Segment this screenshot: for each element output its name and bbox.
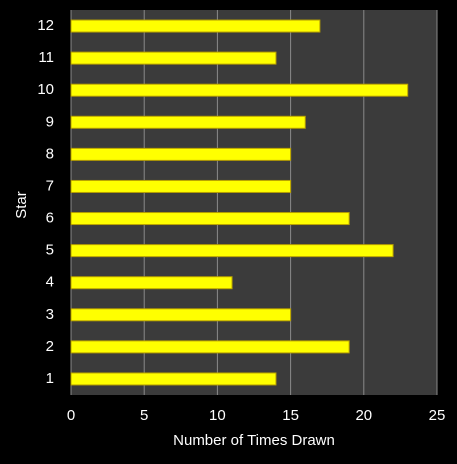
bar <box>70 83 409 97</box>
bar <box>70 147 292 161</box>
y-tick-label: 11 <box>38 49 54 66</box>
y-tick-label: 2 <box>46 338 54 355</box>
bar <box>70 308 292 322</box>
bar <box>70 212 350 226</box>
y-tick-label: 6 <box>46 210 54 227</box>
y-tick-label: 10 <box>37 81 54 98</box>
bar <box>70 51 277 65</box>
x-axis-title: Number of Times Drawn <box>173 432 335 449</box>
bar <box>70 179 292 193</box>
y-tick-label: 5 <box>46 242 54 259</box>
x-tick-label: 5 <box>140 407 148 424</box>
x-tick-label: 20 <box>355 407 372 424</box>
y-tick-label: 12 <box>37 17 54 34</box>
y-tick-label: 8 <box>46 145 54 162</box>
bar <box>70 19 321 33</box>
bar <box>70 372 277 386</box>
bar <box>70 244 394 258</box>
y-tick-label: 1 <box>46 370 54 387</box>
plot-area <box>71 10 437 395</box>
bar <box>70 115 306 129</box>
y-axis-title: Star <box>13 191 30 219</box>
y-tick-label: 7 <box>46 177 54 194</box>
x-tick-label: 10 <box>209 407 226 424</box>
y-tick-label: 9 <box>46 113 54 130</box>
x-tick-label: 15 <box>282 407 299 424</box>
x-tick-label: 25 <box>429 407 446 424</box>
y-tick-label: 3 <box>46 306 54 323</box>
bar <box>70 276 233 290</box>
y-tick-label: 4 <box>46 274 54 291</box>
bar <box>70 340 350 354</box>
x-tick-label: 0 <box>67 407 75 424</box>
